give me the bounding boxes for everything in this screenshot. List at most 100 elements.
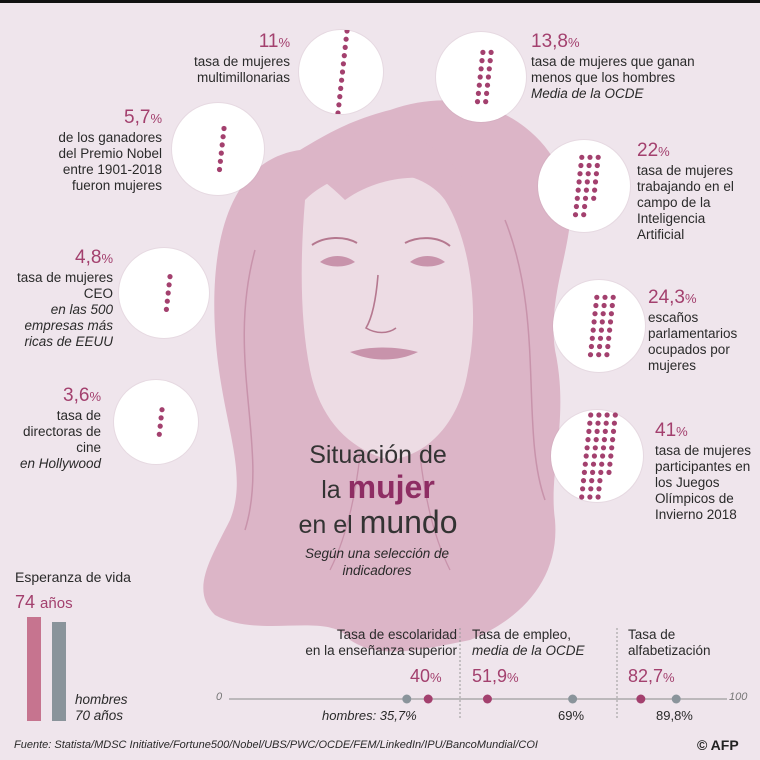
axis-marker-men-2 xyxy=(671,694,681,704)
hair-line-right xyxy=(504,219,546,501)
percent-dot xyxy=(601,302,607,309)
percent-dot xyxy=(600,453,606,459)
stat-value: 41 xyxy=(655,420,677,441)
percent-dot xyxy=(590,327,596,333)
stat-text: escaños parlamentarios ocupados por muje… xyxy=(648,310,738,373)
percent-dot xyxy=(338,85,344,91)
percent-dot xyxy=(602,294,608,300)
percent-dot xyxy=(580,486,586,492)
percent-dot xyxy=(340,61,346,67)
stat-text: tasa de directoras de cine xyxy=(22,408,101,455)
left-eye xyxy=(320,256,355,267)
percent-dot xyxy=(344,30,350,34)
percent-dot xyxy=(585,171,591,177)
percent-dot xyxy=(587,352,594,358)
percent-dot xyxy=(335,110,341,114)
percent-dot xyxy=(601,437,607,443)
percent-dot xyxy=(591,319,597,325)
life-men-value: 70 años xyxy=(75,708,124,723)
percent-dot xyxy=(474,99,481,105)
percent-dot xyxy=(573,203,579,210)
percent-dot xyxy=(579,154,585,160)
percent-dot xyxy=(342,44,348,50)
women-unit: % xyxy=(663,670,675,685)
percent-dot xyxy=(480,49,486,55)
percent-dot xyxy=(586,428,592,434)
dots-circle-billionaires xyxy=(299,30,383,114)
title-line-1: Situación de xyxy=(309,441,447,469)
percent-dot xyxy=(584,445,590,451)
percent-dot xyxy=(486,66,492,72)
stat-note: Media de la OCDE xyxy=(531,86,644,101)
life-expectancy-label: Esperanza de vida xyxy=(15,569,131,585)
afp-logo: © AFP xyxy=(697,737,739,753)
face-shape xyxy=(301,171,474,460)
percent-dot xyxy=(590,469,596,475)
percent-dot xyxy=(596,352,602,358)
stat-note: en las 500 empresas más ricas de EEUU xyxy=(24,302,113,349)
title-line-3a: en el xyxy=(298,511,353,539)
title-line-3b: mundo xyxy=(359,504,458,540)
title-line-2a: la xyxy=(321,476,341,504)
percent-dot xyxy=(586,162,592,169)
axis-marker-women-1 xyxy=(482,694,492,704)
percent-dot xyxy=(339,69,346,75)
percent-dot xyxy=(594,428,600,434)
dots-circle-olympics xyxy=(551,410,643,502)
percent-dot xyxy=(608,311,614,317)
percent-dot xyxy=(593,437,599,443)
stat-unit: % xyxy=(658,144,670,159)
percent-dot xyxy=(484,82,491,88)
percent-dot xyxy=(589,478,595,484)
stat-unit: % xyxy=(676,424,688,439)
percent-dot xyxy=(167,274,173,280)
dot-grid xyxy=(579,412,618,500)
stat-value: 11 xyxy=(258,31,279,52)
percent-dot xyxy=(217,158,223,164)
percent-dot xyxy=(610,294,616,300)
percent-dot xyxy=(339,77,345,83)
neck-line-2 xyxy=(419,454,451,571)
percent-dot xyxy=(584,179,590,185)
stat-unit: % xyxy=(567,35,580,50)
stat-unit: % xyxy=(89,389,101,404)
percent-dot xyxy=(488,49,494,55)
percent-dot xyxy=(581,212,587,218)
percent-dot xyxy=(591,195,597,201)
percent-dot xyxy=(605,343,611,350)
dot-grid xyxy=(216,125,227,173)
top-bar xyxy=(0,0,760,3)
percent-dot xyxy=(579,494,585,500)
stat-text: tasa de mujeres trabajando en el campo d… xyxy=(637,163,734,242)
stat-ceo: 4,8% tasa de mujeres CEO en las 500 empr… xyxy=(10,247,113,350)
axis-title-line: Tasa de escolaridad xyxy=(336,627,457,642)
percent-dot xyxy=(483,99,489,105)
percent-dot xyxy=(585,437,591,443)
percent-dot xyxy=(574,195,580,201)
percent-dot xyxy=(600,445,607,451)
percent-dot xyxy=(598,327,604,333)
axis-title-line: Tasa de xyxy=(628,627,676,642)
percent-dot xyxy=(596,486,602,492)
percent-dot xyxy=(587,420,593,426)
percent-dot xyxy=(596,412,602,418)
percent-dot xyxy=(580,478,587,484)
hair-line-left xyxy=(243,249,256,531)
percent-dot xyxy=(607,461,613,467)
percent-dot xyxy=(589,335,595,341)
axis-marker-men-0 xyxy=(402,694,412,704)
percent-dot xyxy=(575,187,581,193)
percent-dot xyxy=(576,179,582,185)
right-eyebrow xyxy=(404,237,451,247)
percent-dot xyxy=(582,203,588,210)
percent-dot xyxy=(592,311,598,317)
stat-ai: 22% tasa de mujeres trabajando en el cam… xyxy=(637,140,752,243)
percent-dot xyxy=(336,102,342,108)
percent-dot xyxy=(595,154,601,160)
percent-dot xyxy=(476,82,482,88)
dot-grid xyxy=(156,407,165,437)
axis-title-note: media de la OCDE xyxy=(472,643,585,658)
axis-women-employment: 51,9% xyxy=(472,666,519,687)
